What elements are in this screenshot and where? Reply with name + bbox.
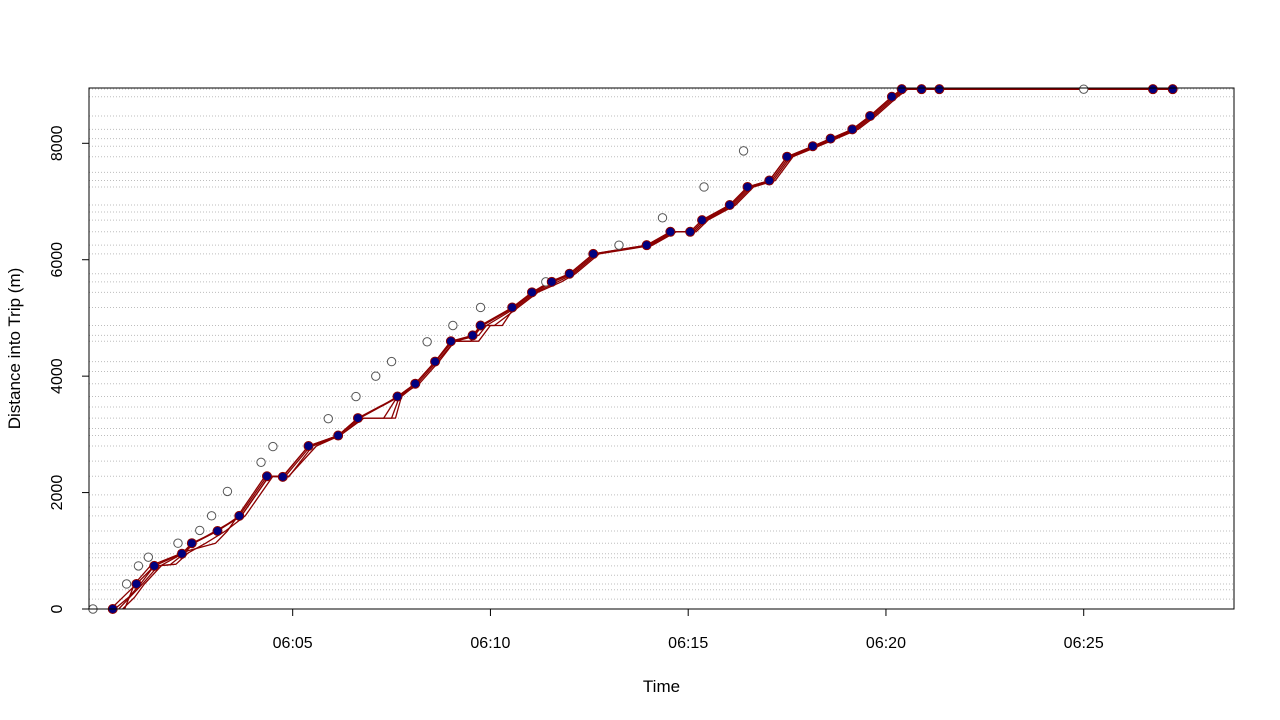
predicted-point (261, 471, 272, 482)
predicted-point (865, 110, 876, 121)
predicted-point (303, 441, 314, 452)
observed-point (133, 561, 144, 571)
predicted-point (685, 226, 696, 237)
predicted-point (475, 320, 486, 331)
y-tick-label: 0 (49, 604, 66, 613)
trajectory-line (123, 88, 1175, 610)
predicted-point (697, 215, 708, 226)
y-axis: 0 2000 4000 6000 8000 (49, 125, 90, 613)
x-axis: 06:05 06:10 06:15 06:20 06:25 (273, 608, 1104, 652)
predicted-point (742, 181, 753, 192)
x-tick-label: 06:10 (470, 635, 510, 652)
predicted-point (934, 84, 945, 95)
predicted-point (410, 378, 421, 389)
predicted-point (764, 175, 775, 186)
observed-point (268, 441, 278, 452)
y-tick-label: 8000 (49, 125, 66, 161)
predicted-point (212, 525, 223, 536)
observed-point (222, 486, 233, 497)
observed-point (195, 525, 205, 536)
predicted-point (430, 356, 441, 367)
predicted-points (107, 84, 1178, 614)
observed-point (351, 391, 361, 402)
x-axis-title: Time (643, 677, 680, 696)
predicted-point (467, 330, 478, 341)
y-tick-label: 4000 (49, 358, 66, 394)
y-tick-label: 2000 (49, 475, 66, 511)
x-tick-label: 06:20 (866, 635, 906, 652)
observed-point (657, 213, 668, 223)
trajectory-line (110, 88, 1175, 610)
predicted-point (526, 287, 537, 298)
predicted-point (807, 141, 818, 152)
predicted-point (1147, 84, 1158, 95)
predicted-point (825, 133, 836, 144)
predicted-point (588, 248, 599, 259)
y-axis-title: Distance into Trip (m) (5, 268, 24, 430)
predicted-point (176, 548, 187, 559)
predicted-point (782, 151, 793, 162)
observed-point (699, 182, 709, 192)
predicted-point (564, 268, 575, 279)
observed-point (256, 457, 266, 468)
observed-point (448, 320, 458, 331)
predicted-point (507, 302, 518, 313)
x-tick-label: 06:15 (668, 635, 708, 652)
predicted-point (352, 413, 363, 424)
observed-point (323, 413, 333, 424)
observed-point (614, 240, 624, 250)
predicted-point (131, 578, 142, 589)
observed-point (475, 302, 486, 313)
predicted-point (277, 471, 288, 482)
observed-point (386, 356, 397, 367)
predicted-point (234, 510, 245, 521)
observed-point (173, 538, 183, 548)
observed-point (1079, 84, 1089, 94)
predicted-point (1167, 84, 1178, 95)
predicted-point (186, 538, 197, 549)
observed-point (143, 552, 154, 562)
predicted-point (333, 430, 344, 441)
predicted-point (665, 226, 676, 237)
x-tick-label: 06:25 (1064, 635, 1104, 652)
predicted-point (886, 91, 897, 102)
predicted-point (724, 200, 735, 211)
observed-point (422, 337, 432, 347)
observed-point (738, 146, 749, 156)
predicted-point (916, 84, 927, 95)
observed-point (371, 371, 381, 381)
trajectory-line (122, 88, 1175, 610)
y-tick-label: 6000 (49, 242, 66, 278)
observed-points (88, 84, 1089, 614)
predicted-point (149, 560, 160, 571)
predicted-point (546, 276, 557, 287)
observed-point (121, 579, 132, 589)
predicted-point (847, 124, 858, 135)
predicted-point (641, 240, 652, 251)
predicted-point (392, 391, 403, 402)
predicted-point (445, 336, 456, 347)
stop-gridlines (89, 88, 1234, 610)
x-tick-label: 06:05 (273, 635, 313, 652)
observed-point (206, 511, 217, 521)
predicted-point (896, 84, 907, 95)
trajectory-paths (110, 88, 1175, 610)
